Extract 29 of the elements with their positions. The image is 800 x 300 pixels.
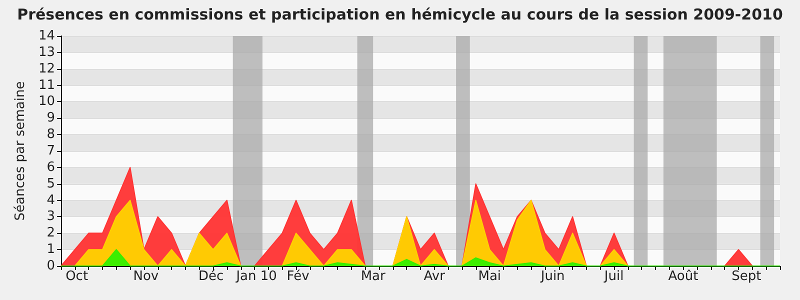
x-tick-label: Août	[668, 269, 698, 284]
y-axis-title: Séances par semaine	[13, 81, 28, 221]
y-tick-label: 10	[38, 94, 55, 110]
y-tick-label: 14	[38, 28, 55, 44]
y-tick-label: 11	[38, 78, 55, 93]
y-tick-label: 7	[46, 144, 55, 158]
x-tick-label: Juin	[540, 269, 565, 284]
y-tick-label: 1	[46, 242, 55, 258]
y-tick-label: 0	[46, 258, 55, 274]
x-tick-label: Mai	[478, 269, 502, 284]
y-tick-label: 5	[46, 176, 55, 192]
y-tick-label: 6	[46, 160, 55, 175]
y-tick-label: 4	[46, 192, 55, 208]
x-tick-label: Mar	[360, 269, 386, 284]
x-tick-label: Fév	[286, 269, 310, 284]
y-tick-label: 13	[38, 44, 55, 60]
x-tick-label: Sept	[732, 269, 762, 284]
y-tick-label: 9	[46, 110, 55, 126]
x-tick-label: Avr	[424, 269, 446, 284]
x-tick-label: Déc	[198, 269, 224, 284]
y-tick-label: 3	[46, 209, 55, 224]
y-tick-label: 8	[46, 127, 55, 142]
x-tick-label: Nov	[133, 269, 159, 284]
y-tick-label: 2	[46, 226, 55, 241]
x-tick-label: Oct	[66, 269, 88, 284]
x-tick-label: Jan 10	[235, 269, 277, 284]
x-tick-label: Juil	[603, 269, 624, 284]
y-tick-label: 12	[38, 61, 55, 76]
chart-title: Présences en commissions et participation en hémicycle au cours de la session 2009-2010	[17, 6, 783, 24]
